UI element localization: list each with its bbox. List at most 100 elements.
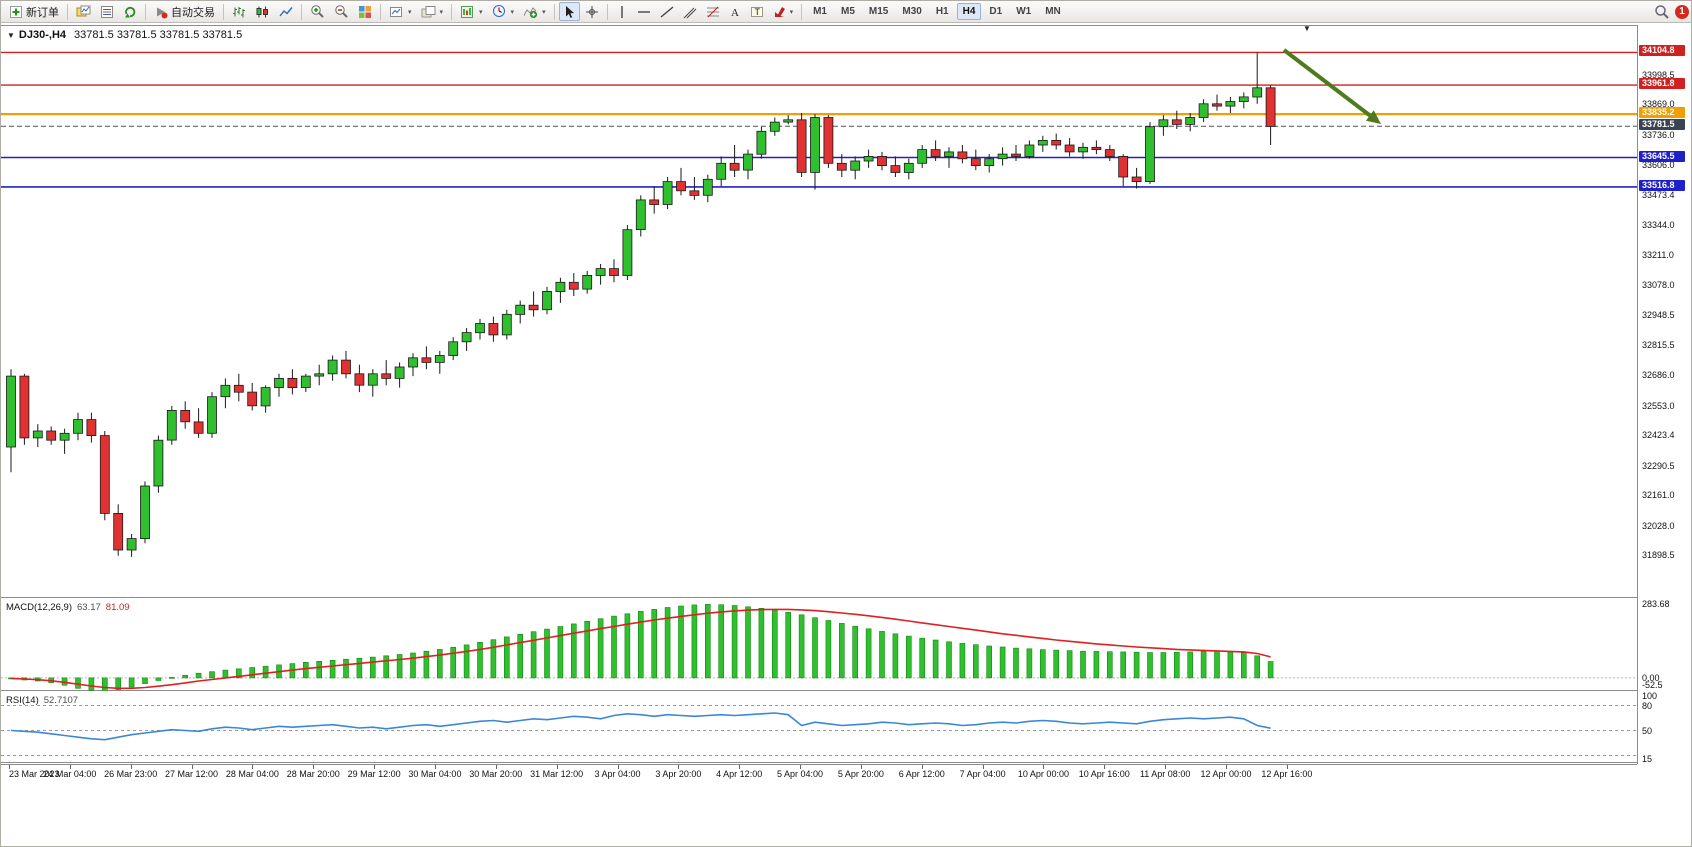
rsi-label: RSI(14) 52.7107 — [6, 695, 78, 706]
time-axis-tick — [982, 765, 984, 769]
crosshair-tool-button[interactable] — [581, 2, 603, 21]
rsi-indicator-pane[interactable]: RSI(14) 52.7107 — [1, 693, 1637, 763]
profiles-button[interactable]: ▾ — [417, 2, 448, 21]
rsi-chart[interactable] — [1, 693, 1637, 763]
clock-icon — [492, 5, 505, 17]
toolbar-separator — [67, 3, 68, 20]
time-axis-label: 3 Apr 04:00 — [594, 769, 641, 779]
cursor-tool-button[interactable] — [558, 2, 580, 21]
time-axis-tick — [130, 765, 132, 769]
trendline-tool-button[interactable] — [656, 2, 678, 21]
dropdown-caret-icon: ▾ — [408, 8, 412, 16]
dropdown-caret-icon: ▾ — [789, 8, 794, 16]
toolbar-separator — [223, 3, 224, 20]
templates-button[interactable]: ▾ — [456, 2, 487, 21]
time-axis[interactable]: 23 Mar 2023 24 Mar 04:00 26 Mar 23:00 27 Ma… — [1, 764, 1637, 782]
toolbar-separator — [801, 3, 803, 20]
svg-text:A: A — [731, 7, 739, 19]
search-button[interactable] — [1650, 2, 1674, 21]
new-chart-icon — [390, 6, 402, 17]
time-axis-tick — [678, 765, 680, 769]
arrows-tool-button[interactable]: ▾ — [769, 2, 798, 21]
scale-label: 33998.5 — [1642, 69, 1675, 80]
timeframe-m1-button[interactable]: M1 — [813, 6, 827, 17]
new-chart-button[interactable]: ▾ — [385, 2, 416, 21]
candlestick-chart[interactable] — [1, 26, 1637, 599]
timeframe-m15-button[interactable]: M15 — [868, 6, 889, 17]
notification-badge[interactable]: 1 — [1675, 4, 1689, 19]
indicators-button[interactable]: ▾ — [519, 2, 550, 21]
time-axis-tick — [1286, 765, 1288, 769]
time-axis-tick — [374, 765, 376, 769]
time-axis-label: 12 Apr 16:00 — [1261, 769, 1313, 779]
price-level-badge: 33835.2 — [1639, 107, 1685, 119]
scale-label: 15 — [1642, 754, 1653, 764]
candlestick-chart-button[interactable] — [251, 2, 274, 21]
time-axis-tick — [495, 765, 497, 769]
timeframe-mn-button[interactable]: MN — [1045, 6, 1061, 17]
chart-profiles-button[interactable] — [72, 2, 95, 21]
scale-label: 32815.5 — [1642, 340, 1675, 351]
fibonacci-icon — [706, 6, 719, 17]
timeframe-w1-button[interactable]: W1 — [1016, 6, 1032, 17]
timeframe-d1-button[interactable]: D1 — [989, 6, 1003, 17]
collapse-marker-icon[interactable]: ▼ — [7, 31, 15, 40]
scale-label: -52.5 — [1642, 680, 1663, 690]
timeframe-m5-button[interactable]: M5 — [841, 6, 855, 17]
label-icon: T — [750, 6, 763, 17]
main-chart-pane[interactable]: ▼ DJ30-,H4 33781.5 33781.5 33781.5 33781.5… — [1, 24, 1637, 599]
period-button[interactable]: ▾ — [488, 2, 519, 21]
time-axis-tick — [1043, 765, 1045, 769]
time-axis-tick — [1104, 765, 1106, 769]
bar-chart-button[interactable] — [228, 2, 250, 21]
macd-indicator-pane[interactable]: MACD(12,26,9) 63.17 81.09 — [1, 600, 1637, 691]
autotrading-label: 自动交易 — [171, 6, 215, 19]
time-axis-label: 5 Apr 20:00 — [837, 769, 884, 779]
new-order-icon — [10, 5, 22, 18]
scale-label: 32948.5 — [1642, 310, 1675, 320]
autotrading-icon — [157, 7, 168, 18]
macd-main-value: 63.17 — [77, 602, 101, 613]
chart-window: ▼ DJ30-,H4 33781.5 33781.5 33781.5 33781.5… — [1, 23, 1691, 813]
scale-label: 33606.0 — [1642, 159, 1675, 170]
horizontal-line-tool-button[interactable] — [633, 2, 655, 21]
timeframe-h1-button[interactable]: H1 — [935, 6, 949, 17]
time-axis-tick — [860, 765, 862, 769]
zoom-in-button[interactable] — [306, 2, 329, 21]
fibonacci-tool-button[interactable] — [702, 2, 724, 21]
timeframe-m30-button[interactable]: M30 — [902, 6, 922, 17]
autotrading-button[interactable]: 自动交易 — [150, 2, 219, 21]
time-axis-label: 10 Apr 00:00 — [1017, 769, 1069, 779]
tile-windows-button[interactable] — [354, 2, 376, 21]
price-level-badge: 34104.8 — [1639, 45, 1685, 57]
rsi-value: 52.7107 — [43, 695, 79, 706]
channel-tool-button[interactable] — [679, 2, 701, 21]
navigator-button[interactable] — [119, 2, 141, 21]
symbol-period-label: DJ30-,H4 — [18, 29, 66, 41]
text-icon: A — [731, 7, 739, 19]
macd-chart[interactable] — [1, 600, 1637, 691]
label-tool-button[interactable]: T — [746, 2, 768, 21]
zoom-out-button[interactable] — [330, 2, 353, 21]
scale-label: 33473.4 — [1642, 189, 1675, 200]
time-axis-label: 7 Apr 04:00 — [959, 769, 1006, 779]
time-axis-tick — [1165, 765, 1167, 769]
time-axis-label: 28 Mar 04:00 — [225, 769, 279, 779]
scale-label: 33078.0 — [1642, 280, 1675, 291]
vertical-line-tool-button[interactable] — [612, 2, 632, 21]
time-axis-label: 10 Apr 16:00 — [1078, 769, 1130, 779]
text-tool-button[interactable]: A — [725, 2, 745, 21]
time-axis-tick — [617, 765, 619, 769]
time-axis-label: 30 Mar 04:00 — [408, 769, 462, 779]
market-watch-button[interactable] — [96, 2, 118, 21]
timeframe-h4-button[interactable]: H4 — [956, 3, 982, 20]
line-chart-button[interactable] — [275, 2, 297, 21]
chart-shift-marker-icon[interactable]: ▼ — [1303, 24, 1311, 33]
price-scale[interactable]: 33998.5 33869.0 33736.0 33606.0 33473.4 33344… — [1637, 25, 1691, 764]
time-axis-label: 23 Mar 2023 — [9, 769, 60, 779]
toolbar-separator — [606, 3, 608, 20]
indicators-icon — [523, 6, 538, 18]
time-axis-tick — [69, 765, 71, 769]
new-order-button[interactable]: 新订单 — [5, 2, 63, 21]
